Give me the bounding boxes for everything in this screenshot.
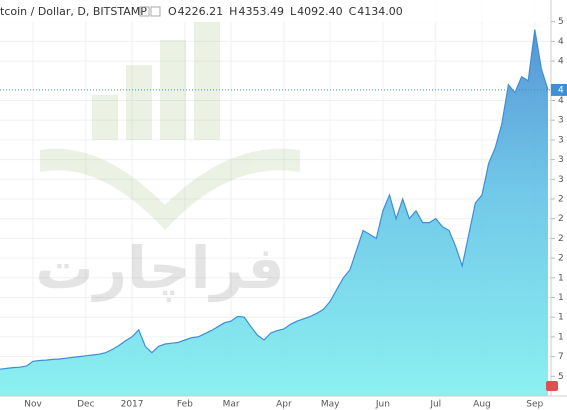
x-tick-label: Apr — [276, 400, 292, 410]
y-tick-label: 4 — [558, 96, 564, 106]
y-tick-label: 2 — [558, 254, 564, 264]
x-tick-label: Sep — [526, 400, 543, 410]
ohlc-value: 4353.49 — [238, 5, 284, 18]
y-tick-label: 1 — [558, 313, 564, 323]
x-tick-label: Jul — [429, 400, 441, 410]
area — [0, 29, 548, 396]
plot — [0, 29, 549, 396]
y-tick-label: 4 — [558, 37, 564, 47]
y-tick-label: 5 — [558, 17, 564, 27]
ohlc-value: 4226.21 — [178, 5, 224, 18]
ohlc-label: H — [229, 5, 237, 18]
icon[interactable] — [150, 6, 161, 17]
y-tick-label: 3 — [558, 175, 564, 185]
ohlc-label: O — [168, 5, 177, 18]
chart-title: tcoin / Dollar, D, BITSTAMP — [0, 5, 147, 18]
x-tick-label: Feb — [177, 400, 193, 410]
ohlc: O 4226.21 H 4353.49 L 4092.40 C 4134.00 — [168, 5, 403, 18]
line — [0, 29, 549, 370]
ohlc-value: 4134.00 — [357, 5, 403, 18]
x-tick-label: 2017 — [121, 400, 144, 410]
last-price-box — [551, 83, 567, 96]
ohlc-label: C — [349, 5, 357, 18]
x-tick-label: May — [321, 400, 340, 410]
ohlc-label: L — [290, 5, 297, 18]
x-tick-label: Aug — [473, 400, 491, 410]
y-tick-label: 1 — [558, 273, 564, 283]
last-price-label: 4 — [558, 85, 564, 95]
x-tick-label: Jun — [375, 400, 390, 410]
y-tick-label: 4 — [558, 57, 564, 67]
watermark-logo — [40, 22, 300, 230]
y-tick-label: 1 — [558, 332, 564, 342]
flag-icon[interactable] — [546, 381, 558, 391]
y-tick-label: 2 — [558, 234, 564, 244]
ohlc-value: 4092.40 — [297, 5, 343, 18]
x-tick-label: Nov — [24, 400, 42, 410]
icon[interactable] — [139, 6, 150, 17]
y-tick-label: 3 — [558, 116, 564, 126]
x-tick-label: Mar — [223, 400, 240, 410]
y-tick-label: 2 — [558, 214, 564, 224]
y-tick-label: 5 — [558, 372, 564, 382]
y-tick-label: 2 — [558, 194, 564, 204]
y-tick-label: 3 — [558, 135, 564, 145]
x-tick-label: Dec — [77, 400, 94, 410]
y-tick-label: 7 — [558, 352, 564, 362]
watermark-text: فراچارت — [35, 234, 284, 303]
y-tick-label: 1 — [558, 293, 564, 303]
y-tick-label: 3 — [558, 155, 564, 165]
